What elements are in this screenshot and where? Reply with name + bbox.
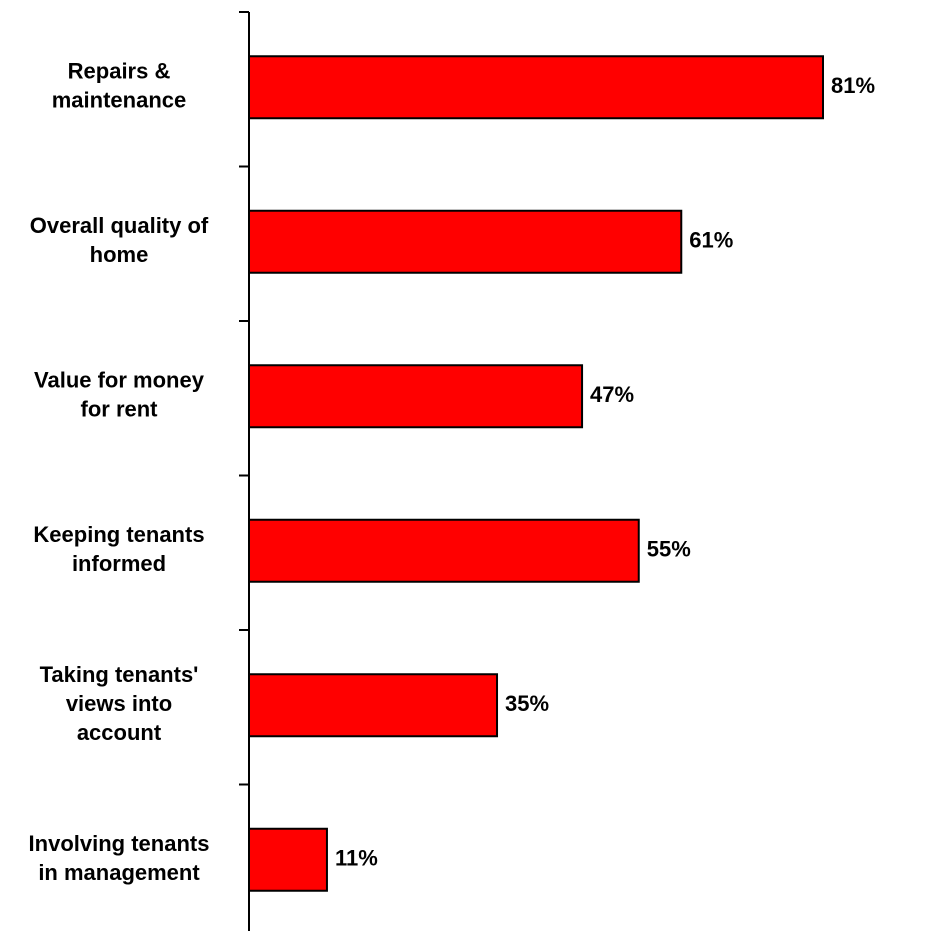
value-labels-group: 81% 61% 47% 55% 35% 11%: [335, 73, 875, 871]
category-label-line: in management: [38, 860, 200, 885]
category-label-line: for rent: [81, 397, 159, 422]
value-label-1: 61%: [689, 228, 733, 253]
category-label-3: Keeping tenants informed: [33, 522, 204, 576]
category-label-line: Involving tenants: [29, 831, 210, 856]
value-label-2: 47%: [590, 382, 634, 407]
category-label-line: home: [90, 242, 149, 267]
category-label-5: Involving tenants in management: [29, 831, 210, 885]
value-label-4: 35%: [505, 691, 549, 716]
bar-0: [248, 55, 824, 120]
value-label-5: 11%: [335, 846, 378, 871]
bar-4: [248, 673, 499, 738]
category-label-line: informed: [72, 551, 166, 576]
category-label-line: account: [77, 720, 162, 745]
y-axis-group: [239, 11, 250, 931]
category-label-line: Repairs &: [68, 59, 171, 84]
category-label-4: Taking tenants' views into account: [40, 662, 199, 745]
bar-5: [248, 827, 328, 892]
category-label-line: Taking tenants': [40, 662, 199, 687]
bar-1: [248, 209, 683, 274]
bar-3: [248, 518, 640, 583]
category-label-line: Value for money: [34, 368, 205, 393]
category-labels-group: Repairs & maintenance Overall quality of ho…: [29, 59, 210, 886]
value-label-0: 81%: [831, 73, 875, 98]
bar-2: [248, 364, 584, 429]
category-label-line: views into: [66, 691, 172, 716]
category-label-0: Repairs & maintenance: [52, 59, 187, 113]
value-label-3: 55%: [647, 537, 691, 562]
bars-group: [248, 55, 824, 892]
category-label-1: Overall quality of home: [30, 213, 209, 267]
category-label-line: maintenance: [52, 88, 187, 113]
category-label-line: Overall quality of: [30, 213, 209, 238]
category-label-line: Keeping tenants: [33, 522, 204, 547]
category-label-2: Value for money for rent: [34, 368, 205, 422]
